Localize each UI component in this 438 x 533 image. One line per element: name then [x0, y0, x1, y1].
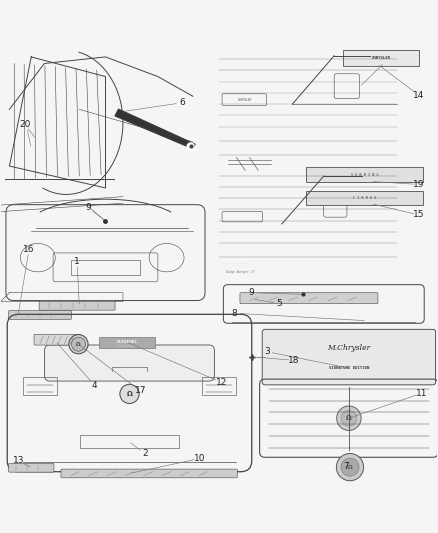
Text: 20: 20: [19, 120, 30, 129]
Text: 6: 6: [179, 98, 185, 107]
Text: FLEXFUEL: FLEXFUEL: [117, 340, 138, 344]
Text: 19: 19: [413, 180, 425, 189]
FancyBboxPatch shape: [240, 293, 378, 304]
FancyBboxPatch shape: [39, 301, 115, 310]
Text: Ω: Ω: [76, 342, 81, 346]
Text: 8: 8: [231, 309, 237, 318]
Text: M.Chrysler: M.Chrysler: [327, 344, 371, 352]
Text: 15: 15: [413, 211, 425, 220]
Text: 10: 10: [194, 454, 205, 463]
Circle shape: [336, 454, 364, 481]
Text: CHRYSLER: CHRYSLER: [238, 98, 252, 102]
Text: 4: 4: [92, 381, 97, 390]
Bar: [80, 434, 179, 448]
Circle shape: [69, 335, 88, 354]
Text: 18: 18: [288, 356, 300, 365]
FancyBboxPatch shape: [262, 329, 435, 385]
FancyBboxPatch shape: [99, 336, 155, 348]
Circle shape: [187, 143, 194, 150]
Text: 14: 14: [413, 91, 425, 100]
Text: Ω: Ω: [348, 465, 352, 470]
Text: 2: 2: [142, 449, 148, 458]
Text: CHRYSLER: CHRYSLER: [372, 56, 391, 60]
Circle shape: [341, 410, 357, 426]
Polygon shape: [115, 109, 195, 149]
Text: ·  ·  ·  ·  ·  ·  ·  ·: · · · · · · · ·: [223, 262, 248, 266]
FancyBboxPatch shape: [61, 469, 237, 478]
FancyBboxPatch shape: [306, 191, 423, 205]
Text: 11: 11: [416, 389, 428, 398]
Text: 1: 1: [74, 257, 80, 266]
Text: 9: 9: [249, 288, 254, 297]
Text: Ω: Ω: [127, 391, 132, 397]
Circle shape: [337, 406, 361, 431]
Text: 16: 16: [23, 245, 35, 254]
FancyBboxPatch shape: [306, 167, 423, 182]
Bar: [22, 377, 57, 395]
Text: Ω: Ω: [346, 415, 352, 421]
Bar: [71, 260, 140, 275]
Text: 17: 17: [134, 386, 146, 395]
Circle shape: [120, 384, 139, 403]
FancyBboxPatch shape: [343, 50, 420, 66]
FancyBboxPatch shape: [34, 334, 81, 345]
Text: 5: 5: [276, 299, 282, 308]
Circle shape: [341, 458, 359, 476]
FancyBboxPatch shape: [45, 345, 214, 381]
Text: SIGNATURE EDITION: SIGNATURE EDITION: [328, 366, 369, 370]
Text: S E B R I N G: S E B R I N G: [351, 173, 378, 177]
Circle shape: [71, 337, 85, 351]
Bar: [201, 377, 237, 395]
Text: 13: 13: [13, 456, 25, 465]
FancyBboxPatch shape: [9, 463, 54, 472]
FancyBboxPatch shape: [9, 311, 71, 319]
Text: 3: 3: [264, 347, 270, 356]
Text: Dodge  Avenger   17: Dodge Avenger 17: [226, 270, 254, 274]
Text: 7: 7: [343, 462, 349, 471]
Text: 9: 9: [85, 203, 91, 212]
Text: Dodge Avenger: Dodge Avenger: [117, 344, 137, 348]
Text: 12: 12: [215, 378, 227, 387]
Text: C I R R U S: C I R R U S: [353, 196, 376, 200]
